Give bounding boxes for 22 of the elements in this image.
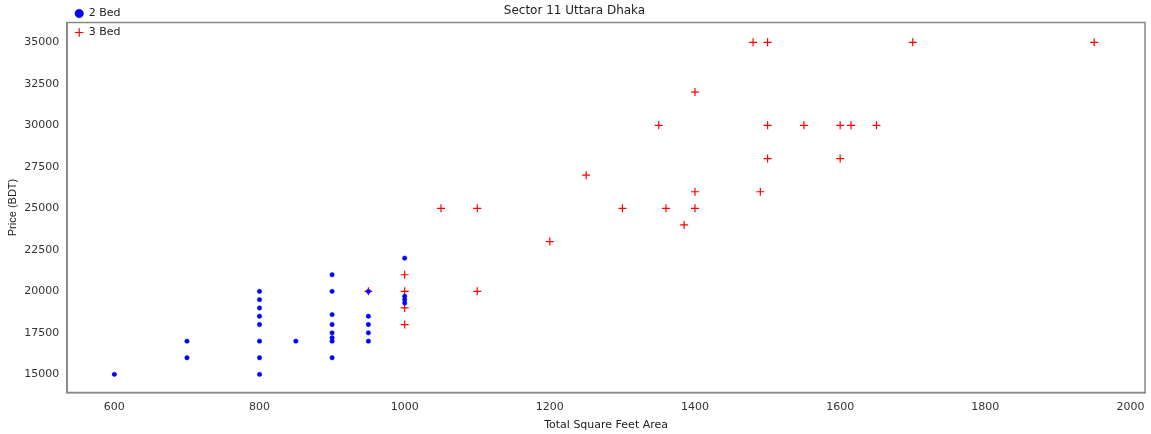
chart-title: Sector 11 Uttara Dhaka <box>503 3 646 18</box>
y-tick-label: 25000 <box>24 201 60 215</box>
x-tick-label: 800 <box>249 400 271 414</box>
y-tick-label: 22500 <box>24 242 60 256</box>
y-axis-title: Price (BDT) <box>5 178 18 237</box>
x-tick-label: 2000 <box>1116 400 1145 414</box>
y-tick-label: 32500 <box>24 76 60 90</box>
x-tick-label: 1000 <box>390 400 419 414</box>
legend-label: 3 Bed <box>88 25 121 39</box>
y-tick-label: 27500 <box>24 159 60 173</box>
legend-label: 2 Bed <box>88 6 121 20</box>
x-tick-label: 1600 <box>826 400 855 414</box>
x-tick-label: 1200 <box>535 400 564 414</box>
y-tick-label: 17500 <box>24 325 60 339</box>
y-tick-label: 35000 <box>24 35 60 49</box>
y-tick-label: 15000 <box>24 367 60 381</box>
x-axis-title: Total Square Feet Area <box>543 418 668 432</box>
y-tick-label: 30000 <box>24 118 60 132</box>
x-tick-label: 1800 <box>971 400 1000 414</box>
y-tick-label: 20000 <box>24 284 60 298</box>
x-tick-label: 1400 <box>681 400 710 414</box>
x-tick-label: 600 <box>103 400 125 414</box>
